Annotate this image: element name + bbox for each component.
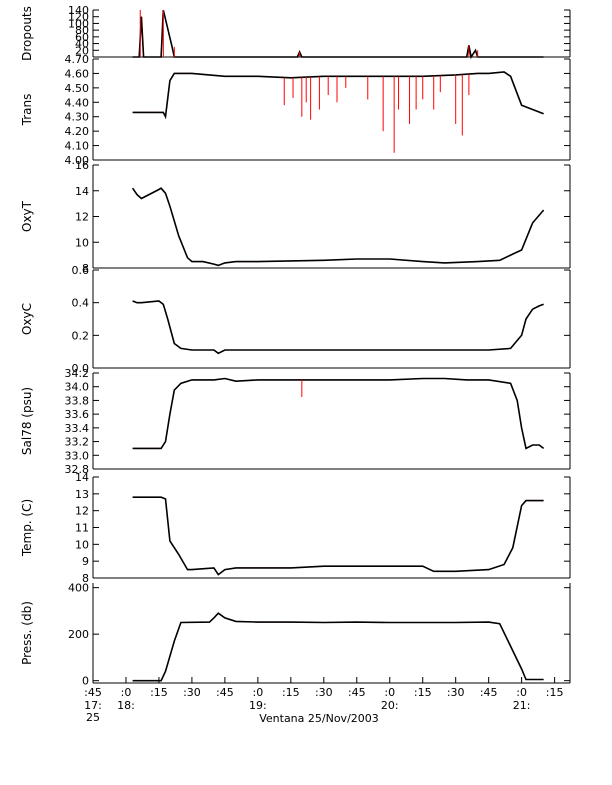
x-tick-label: :30 <box>447 686 465 699</box>
y-tick-label: 13 <box>75 488 89 501</box>
y-tick-label: 9 <box>82 555 89 568</box>
y-tick-label: 8 <box>82 262 89 275</box>
x-tick-label: :30 <box>183 686 201 699</box>
series-line <box>132 496 544 576</box>
y-tick-label: 33.0 <box>65 449 90 462</box>
y-tick-label: 4.20 <box>65 125 90 138</box>
y-tick-label: 60 <box>75 31 89 44</box>
y-tick-label: 14 <box>75 185 89 198</box>
y-axis-label: Sal78 (psu) <box>20 387 34 455</box>
y-tick-label: 40 <box>75 38 89 51</box>
y-axis-label: OxyT <box>20 200 34 232</box>
series-line <box>132 612 544 682</box>
hour-label: 18: <box>117 699 135 712</box>
y-axis-label: Temp. (C) <box>20 499 34 557</box>
y-tick-label: 100 <box>68 17 89 30</box>
y-tick-label: 12 <box>75 505 89 518</box>
y-tick-label: 4.60 <box>65 67 90 80</box>
y-tick-label: 33.4 <box>65 422 90 435</box>
x-tick-label: :45 <box>216 686 234 699</box>
panel-6: 0 200 400 Press. (db) <box>20 582 571 688</box>
y-tick-label: 4.70 <box>65 53 90 66</box>
x-tick-label: :0 <box>121 686 132 699</box>
series-line <box>132 9 544 60</box>
y-tick-label: 80 <box>75 24 89 37</box>
y-tick-label: 4.00 <box>65 154 90 167</box>
x-tick-label: :45 <box>480 686 498 699</box>
y-tick-label: 34.0 <box>65 381 90 394</box>
series-line <box>132 377 545 450</box>
y-tick-label: 20 <box>75 44 89 57</box>
y-tick-label: 4.50 <box>65 82 90 95</box>
hour-label: 20: <box>381 699 399 712</box>
y-axis-label: Press. (db) <box>20 601 34 665</box>
y-tick-label: 8 <box>82 572 89 585</box>
y-tick-label: 34.2 <box>65 367 90 380</box>
series-line <box>132 71 544 120</box>
x-tick-label: :45 <box>84 686 102 699</box>
y-tick-label: 32.8 <box>65 463 90 476</box>
y-tick-label: 0.4 <box>72 297 90 310</box>
panel-2: 8 10 12 14 16 OxyT <box>20 159 571 275</box>
y-tick-label: 140 <box>68 4 89 17</box>
panel-stack: 20406080100120140Dropouts4.004.104.204.3… <box>20 4 571 688</box>
y-axis-label: Dropouts <box>20 6 34 61</box>
panel-5: 8 9 10 11 12 13 14 Temp. (C) <box>20 471 571 585</box>
y-tick-label: 33.8 <box>65 394 90 407</box>
panel-1: 4.004.10 4.204.30 4.404.50 4.604.70 Trans <box>20 53 571 167</box>
y-axis-label: OxyC <box>20 303 34 335</box>
x-tick-label: :15 <box>546 686 564 699</box>
y-tick-label: 33.2 <box>65 436 90 449</box>
hour-label: 17: <box>84 699 102 712</box>
y-tick-label: 16 <box>75 159 89 172</box>
y-tick-label: 200 <box>68 628 89 641</box>
y-tick-label: 0 <box>82 675 89 688</box>
hour-label: 19: <box>249 699 267 712</box>
x-axis-title: Ventana 25/Nov/2003 <box>259 712 379 725</box>
x-tick-label: :0 <box>516 686 527 699</box>
date-label: 25 <box>86 711 100 724</box>
y-tick-label: 400 <box>68 582 89 595</box>
y-tick-label: 0.6 <box>72 264 90 277</box>
y-tick-label: 14 <box>75 471 89 484</box>
y-axis-label: Trans <box>20 94 34 127</box>
x-tick-label: :0 <box>253 686 264 699</box>
panel-4: 32.833.033.233.433.633.834.034.2 Sal78 (p… <box>20 367 571 476</box>
panel-3: 0.0 0.2 0.4 0.6 OxyC <box>20 264 571 375</box>
y-tick-label: 0.2 <box>72 329 90 342</box>
x-tick-label: :0 <box>384 686 395 699</box>
x-tick-label: :45 <box>348 686 366 699</box>
x-tick-label: :15 <box>414 686 432 699</box>
series-line <box>132 300 544 355</box>
y-tick-label: 4.40 <box>65 96 90 109</box>
y-tick-label: 4.10 <box>65 140 90 153</box>
series-line <box>131 187 545 267</box>
y-tick-label: 120 <box>68 11 89 24</box>
y-tick-label: 33.6 <box>65 408 90 421</box>
y-tick-label: 10 <box>75 538 89 551</box>
y-tick-label: 12 <box>75 211 89 224</box>
y-tick-label: 11 <box>75 522 89 535</box>
y-tick-label: 0.0 <box>72 362 90 375</box>
x-tick-label: :15 <box>150 686 168 699</box>
x-tick-label: :30 <box>315 686 333 699</box>
time-axis: :45 :0 :15 :30 :45 :0 :15 :30 :45 :0 :15 :30 :45 :0 :1… <box>84 677 563 724</box>
y-tick-label: 10 <box>75 236 89 249</box>
hour-label: 21: <box>513 699 531 712</box>
x-tick-label: :15 <box>282 686 300 699</box>
y-tick-label: 4.30 <box>65 111 90 124</box>
